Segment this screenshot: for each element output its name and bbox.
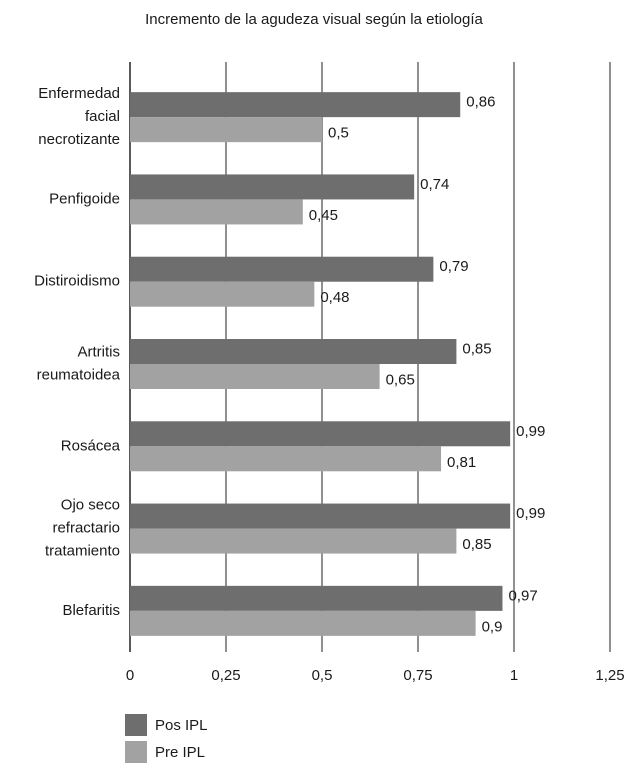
x-tick-label: 0,75 xyxy=(403,667,432,684)
bar xyxy=(130,446,442,472)
bar xyxy=(130,528,457,554)
x-tick-label: 0,25 xyxy=(211,667,240,684)
bar xyxy=(130,199,303,225)
legend-label: Pos IPL xyxy=(155,717,208,734)
data-label: 0,48 xyxy=(320,289,349,306)
data-label: 0,99 xyxy=(516,505,545,522)
data-label: 0,86 xyxy=(466,94,495,111)
legend-swatch xyxy=(125,714,147,736)
data-label: 0,74 xyxy=(420,176,449,193)
bar xyxy=(130,339,457,364)
y-tick-label: Distiroidismo xyxy=(34,273,120,290)
chart-title: Incremento de la agudeza visual según la… xyxy=(145,11,483,28)
x-tick-label: 1,25 xyxy=(595,667,624,684)
legend-swatch xyxy=(125,741,147,763)
x-tick-label: 1 xyxy=(510,667,518,684)
data-label: 0,9 xyxy=(482,618,503,635)
x-tick-label: 0,5 xyxy=(312,667,333,684)
data-label: 0,5 xyxy=(328,125,349,142)
y-tick-label: Rosácea xyxy=(61,437,121,454)
bar xyxy=(130,421,511,447)
x-tick-label: 0 xyxy=(126,667,134,684)
bar xyxy=(130,610,476,636)
legend-label: Pre IPL xyxy=(155,744,205,761)
data-label: 0,99 xyxy=(516,423,545,440)
y-tick-label: Ojo seco refractario tratamiento xyxy=(45,497,120,560)
bar xyxy=(130,281,315,307)
y-tick-label: Penfigoide xyxy=(49,190,120,207)
bar xyxy=(130,585,503,611)
bar xyxy=(130,174,415,200)
bar xyxy=(130,92,461,118)
data-label: 0,79 xyxy=(439,258,468,275)
data-label: 0,97 xyxy=(508,587,537,604)
data-label: 0,85 xyxy=(462,340,491,357)
y-tick-label: Artritis reumatoidea xyxy=(37,343,121,383)
bar xyxy=(130,117,322,143)
y-tick-label: Enfermedad facial necrotizante xyxy=(38,85,120,148)
y-tick-label: Blefaritis xyxy=(62,602,120,619)
data-label: 0,81 xyxy=(447,454,476,471)
bar xyxy=(130,503,511,529)
bar xyxy=(130,364,380,389)
bar xyxy=(130,256,434,282)
data-label: 0,45 xyxy=(309,207,338,224)
data-label: 0,65 xyxy=(386,371,415,388)
data-label: 0,85 xyxy=(462,536,491,553)
